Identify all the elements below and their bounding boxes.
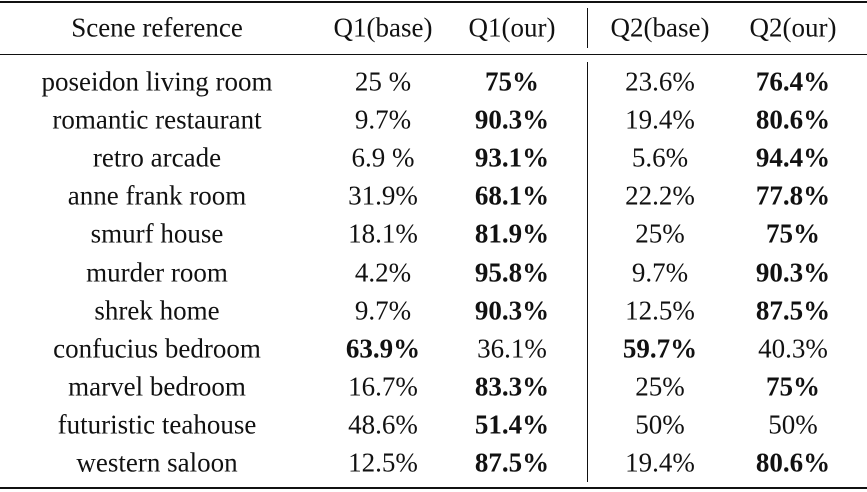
- table-cell: 23.6%: [625, 66, 695, 97]
- table-cell: 31.9%: [348, 180, 418, 211]
- table-cell: 95.8%: [474, 257, 550, 287]
- table-cell: 90.3%: [755, 257, 831, 287]
- table-cell: 9.7%: [631, 257, 689, 287]
- table-cell: 75%: [485, 66, 539, 97]
- table-cell: 93.1%: [474, 142, 550, 173]
- table-cell: 76.4%: [755, 66, 831, 97]
- table-cell: 75%: [766, 218, 820, 249]
- bottom-rule: [0, 487, 867, 489]
- table-cell: 87.5%: [755, 295, 831, 326]
- scene-name: futuristic teahouse: [57, 409, 257, 440]
- header-cell: Q1(our): [468, 12, 556, 43]
- table-cell: 22.2%: [625, 180, 695, 211]
- table-cell: 9.7%: [354, 295, 412, 326]
- scene-name: anne frank room: [67, 180, 247, 211]
- table-cell: 16.7%: [348, 371, 418, 402]
- table-cell: 80.6%: [755, 104, 831, 135]
- table-cell: 75%: [766, 371, 820, 402]
- table-cell: 68.1%: [474, 180, 550, 211]
- table-cell: 19.4%: [625, 104, 695, 135]
- table-cell: 90.3%: [474, 104, 550, 135]
- table-cell: 90.3%: [474, 295, 550, 326]
- table-cell: 77.8%: [755, 180, 831, 211]
- table-cell: 87.5%: [474, 447, 550, 478]
- scene-name: confucius bedroom: [53, 333, 261, 364]
- table-cell: 25%: [635, 371, 685, 402]
- table-cell: 40.3%: [758, 333, 828, 364]
- table-cell: 12.5%: [625, 295, 695, 326]
- scene-name: retro arcade: [92, 142, 222, 173]
- table-cell: 63.9%: [345, 333, 421, 364]
- scene-name: romantic restaurant: [52, 104, 262, 135]
- table-cell: 12.5%: [348, 447, 418, 478]
- scene-name: marvel bedroom: [68, 371, 246, 402]
- header-cell: Scene reference: [71, 12, 243, 43]
- table-cell: 25 %: [354, 66, 412, 97]
- table-cell: 50%: [768, 409, 818, 440]
- column-divider: [587, 62, 588, 482]
- table-cell: 25%: [635, 218, 685, 249]
- header-cell: Q2(base): [610, 12, 710, 43]
- table-cell: 51.4%: [474, 409, 550, 440]
- scene-name: murder room: [86, 257, 228, 287]
- scene-name: western saloon: [76, 447, 238, 478]
- scene-name: poseidon living room: [41, 66, 273, 97]
- table-cell: 18.1%: [348, 218, 418, 249]
- table-cell: 48.6%: [348, 409, 418, 440]
- scene-name: shrek home: [94, 295, 220, 326]
- table-cell: 81.9%: [474, 218, 550, 249]
- table-cell: 5.6%: [631, 142, 689, 173]
- table-cell: 4.2%: [354, 257, 412, 287]
- header-rule: [0, 54, 867, 55]
- table-cell: 50%: [635, 409, 685, 440]
- table-cell: 80.6%: [755, 447, 831, 478]
- table-cell: 36.1%: [477, 333, 547, 364]
- column-divider: [587, 8, 588, 48]
- table-cell: 59.7%: [622, 333, 698, 364]
- header-cell: Q1(base): [333, 12, 433, 43]
- table-cell: 9.7%: [354, 104, 412, 135]
- scene-name: smurf house: [90, 218, 224, 249]
- top-rule: [0, 1, 867, 3]
- table-cell: 83.3%: [474, 371, 550, 402]
- table-cell: 94.4%: [755, 142, 831, 173]
- table-cell: 19.4%: [625, 447, 695, 478]
- header-cell: Q2(our): [749, 12, 837, 43]
- table-cell: 6.9 %: [351, 142, 415, 173]
